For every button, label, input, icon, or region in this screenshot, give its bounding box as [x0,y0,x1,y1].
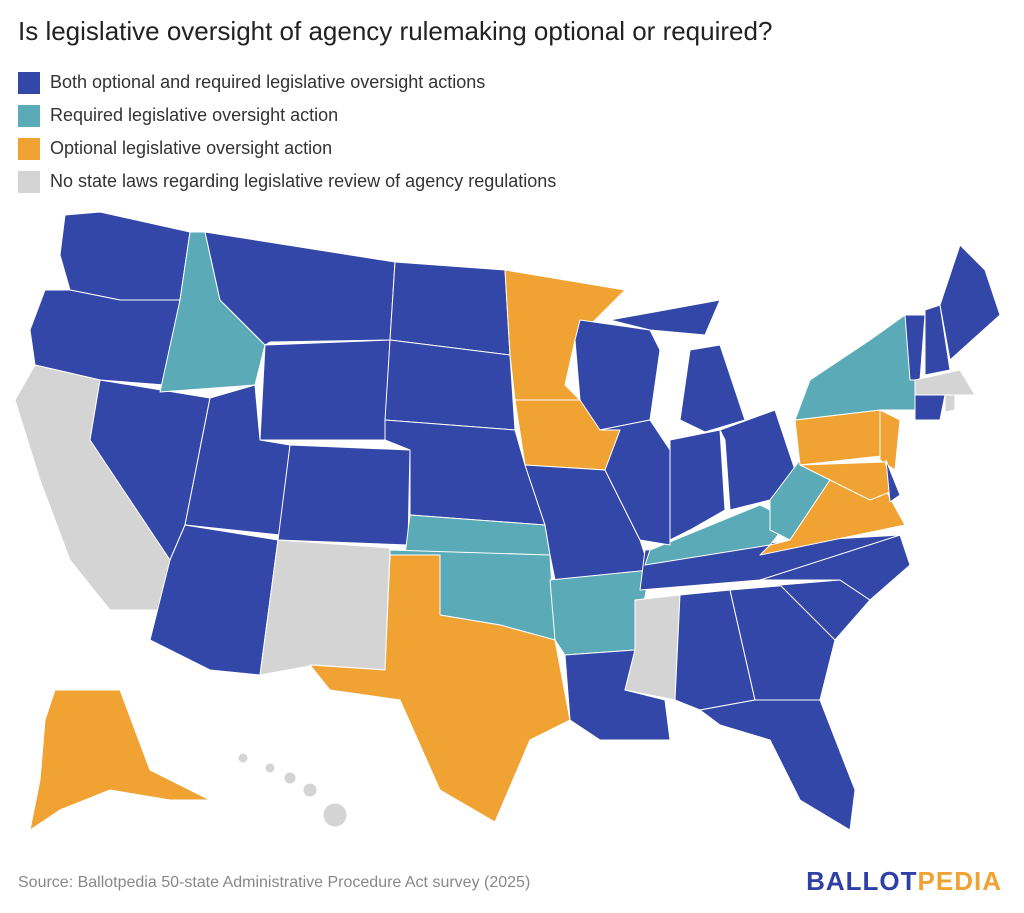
state-ma [914,369,976,396]
state-nj [879,409,901,471]
chart-title: Is legislative oversight of agency rulem… [18,16,773,46]
state-de [885,459,901,503]
state-ct [914,394,946,421]
state-ny [794,314,921,421]
state-ri [944,394,956,413]
state-sd [384,339,516,431]
state-me [939,244,1001,361]
legend-label: Required legislative oversight action [50,105,339,125]
source-note: Source: Ballotpedia 50-state Administrat… [18,874,531,891]
legend-swatch-none [18,170,40,193]
legend-item-required: Required legislative oversight action [18,99,556,132]
legend-item-both: Both optional and required legislative o… [18,66,556,99]
state-mn [504,269,626,401]
state-ms [624,594,681,701]
legend-label: Both optional and required legislative o… [50,72,486,92]
state-wy [259,339,391,441]
legend-label: No state laws regarding legislative revi… [50,171,557,191]
legend-swatch-optional [18,137,40,160]
state-hi [264,762,276,774]
state-hi [283,771,297,785]
state-mi [609,299,721,336]
state-ak [29,689,211,831]
legend-label: Optional legislative oversight action [50,138,333,158]
state-nd [389,261,511,356]
legend-swatch-required [18,104,40,127]
state-hi [237,752,249,764]
state-co [277,444,411,546]
state-hi [322,802,348,828]
state-tx [309,554,571,823]
state-md [799,461,896,501]
ballotpedia-logo: BALLOTPEDIA [806,866,1002,896]
state-wa [59,211,191,301]
state-il [599,419,671,546]
legend-swatch-both [18,71,40,94]
legend: Both optional and required legislative o… [18,66,556,198]
legend-item-optional: Optional legislative oversight action [18,132,556,165]
state-nh [924,304,951,376]
state-in [669,429,726,541]
state-fl [699,699,856,831]
legend-item-none: No state laws regarding legislative revi… [18,165,556,198]
state-nm [259,539,391,676]
state-mi [679,344,746,433]
state-hi [302,782,318,798]
